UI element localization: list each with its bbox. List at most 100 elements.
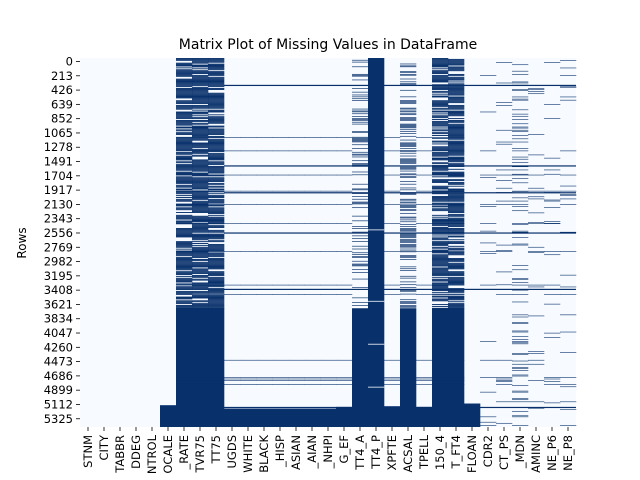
missing-cell bbox=[496, 82, 513, 84]
missing-cell bbox=[192, 58, 209, 59]
missing-cell bbox=[416, 294, 433, 295]
missing-cell bbox=[544, 381, 561, 382]
missing-cell bbox=[176, 113, 193, 115]
missing-cell bbox=[192, 160, 209, 162]
missing-cell bbox=[208, 69, 225, 71]
missing-cell bbox=[432, 71, 449, 73]
missing-cell bbox=[176, 103, 193, 105]
missing-cell bbox=[448, 380, 465, 381]
x-tick-label: ASIAN bbox=[289, 435, 303, 470]
missing-cell bbox=[192, 237, 209, 239]
y-axis-label: Rows bbox=[15, 227, 29, 258]
missing-cell bbox=[192, 62, 209, 64]
missing-cell bbox=[448, 290, 465, 292]
missing-cell bbox=[192, 193, 209, 195]
missing-cell bbox=[432, 127, 449, 129]
missing-cell bbox=[352, 108, 369, 110]
missing-cell bbox=[192, 82, 209, 84]
missing-cell bbox=[176, 80, 193, 82]
missing-cell bbox=[176, 275, 193, 277]
missing-cell bbox=[208, 106, 225, 108]
missing-cell bbox=[512, 282, 529, 283]
missing-cell bbox=[192, 101, 209, 103]
missing-cell bbox=[448, 281, 465, 283]
missing-cell bbox=[240, 284, 257, 286]
missing-cell bbox=[432, 263, 449, 265]
missing-cell bbox=[176, 243, 193, 245]
missing-cell bbox=[432, 72, 449, 74]
missing-cell bbox=[432, 290, 449, 291]
missing-cell bbox=[192, 159, 209, 161]
missing-cell bbox=[432, 255, 449, 257]
missing-cell bbox=[560, 174, 577, 176]
missing-cell bbox=[240, 150, 257, 152]
missing-cell bbox=[432, 140, 449, 142]
missing-cell bbox=[176, 141, 193, 143]
missing-cell bbox=[432, 223, 449, 225]
missing-cell bbox=[384, 137, 401, 138]
missing-cell bbox=[208, 231, 225, 233]
missing-cell bbox=[176, 85, 193, 87]
missing-cell bbox=[480, 359, 497, 361]
missing-cell bbox=[400, 159, 417, 161]
missing-cell bbox=[496, 204, 513, 205]
missing-cell bbox=[192, 208, 209, 210]
missing-cell bbox=[432, 378, 449, 380]
missing-cell bbox=[400, 219, 417, 221]
missing-cell bbox=[304, 251, 321, 252]
missing-cell bbox=[448, 213, 465, 215]
missing-cell bbox=[400, 303, 417, 304]
missing-cell bbox=[208, 202, 225, 204]
missing-cell bbox=[192, 146, 209, 148]
missing-cell bbox=[432, 80, 449, 82]
missing-cell bbox=[480, 150, 497, 152]
missing-cell bbox=[448, 198, 465, 200]
missing-cell bbox=[480, 242, 497, 244]
missing-cell bbox=[400, 176, 417, 178]
missing-cell bbox=[176, 159, 193, 161]
missing-cell bbox=[512, 127, 529, 129]
missing-cell bbox=[192, 239, 209, 241]
missing-cell bbox=[448, 91, 465, 93]
missing-cell bbox=[192, 147, 209, 149]
missing-cell bbox=[448, 195, 465, 197]
missing-cell bbox=[512, 401, 529, 403]
missing-cell bbox=[448, 265, 465, 267]
missing-cell bbox=[448, 153, 465, 155]
missing-cell bbox=[448, 251, 465, 253]
missing-cell bbox=[480, 425, 497, 426]
missing-cell bbox=[176, 176, 193, 178]
missing-cell bbox=[512, 204, 529, 205]
missing-cell bbox=[560, 251, 577, 252]
missing-cell bbox=[208, 359, 225, 361]
missing-cell bbox=[192, 257, 209, 259]
missing-cell bbox=[208, 189, 225, 191]
missing-cell bbox=[176, 200, 193, 202]
missing-cell bbox=[192, 247, 209, 249]
missing-cell bbox=[448, 185, 465, 187]
missing-cell bbox=[448, 89, 465, 91]
missing-cell bbox=[528, 363, 545, 365]
missing-cell bbox=[448, 150, 465, 152]
missing-cell bbox=[560, 194, 577, 195]
missing-cell bbox=[176, 89, 193, 91]
missing-cell bbox=[352, 226, 369, 227]
missing-cell bbox=[176, 94, 193, 96]
missing-cell bbox=[352, 131, 369, 132]
missing-cell bbox=[560, 386, 577, 388]
missing-cell bbox=[176, 102, 193, 104]
missing-cell bbox=[192, 178, 209, 180]
x-tick-label: OCALE bbox=[161, 435, 175, 474]
missing-cell bbox=[192, 103, 209, 105]
missing-cell bbox=[448, 121, 465, 123]
missing-cell bbox=[208, 252, 225, 254]
missing-cell bbox=[176, 62, 193, 64]
missing-cell bbox=[176, 119, 193, 121]
missing-cell bbox=[368, 58, 385, 427]
missing-cell bbox=[544, 118, 561, 119]
missing-cell bbox=[400, 228, 417, 230]
missing-cell bbox=[448, 241, 465, 243]
missing-cell bbox=[192, 89, 209, 91]
missing-cell bbox=[432, 105, 449, 107]
